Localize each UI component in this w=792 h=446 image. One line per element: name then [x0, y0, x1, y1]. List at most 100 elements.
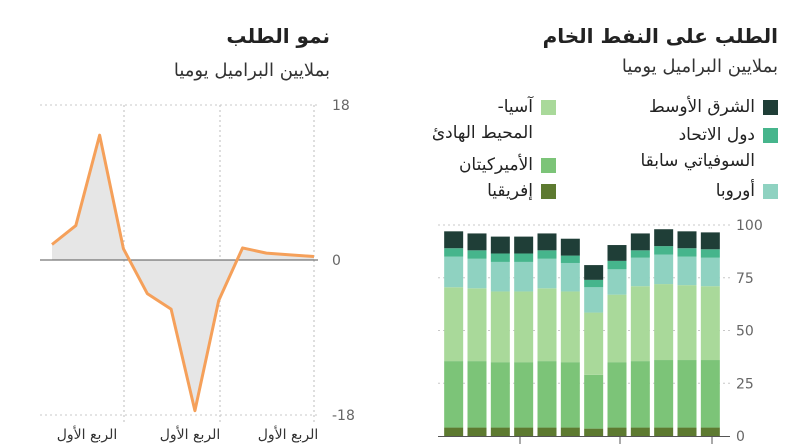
bar-segment-americas	[630, 361, 650, 428]
bar-segment-asia-pacific	[700, 286, 720, 361]
bar-segment-africa	[630, 427, 650, 436]
legend-item-former-ussr: دول الاتحاد السوفياتي سابقا	[640, 122, 778, 174]
legend-swatch	[541, 183, 556, 199]
bar-segment-europe	[584, 287, 604, 313]
bar-segment-europe	[444, 256, 464, 288]
bar-segment-asia-pacific	[630, 286, 650, 362]
bar-segment-europe	[537, 258, 557, 289]
bar-segment-africa	[490, 427, 510, 436]
bar-segment-middle-east	[467, 233, 487, 251]
bar-segment-africa	[514, 427, 534, 436]
legend-swatch	[763, 99, 778, 115]
legend-item-middle-east: الشرق الأوسط	[649, 94, 778, 120]
bar-segment-africa	[444, 427, 464, 436]
bar-segment-former-ussr	[677, 248, 697, 257]
bar-segment-asia-pacific	[444, 287, 464, 362]
bar-segment-former-ussr	[560, 255, 580, 263]
legend-label: أوروبا	[715, 181, 755, 201]
bar-segment-middle-east	[654, 229, 674, 247]
bar-segment-middle-east	[514, 236, 534, 254]
legend-item-africa: إفريقيا	[487, 178, 556, 204]
bar-segment-americas	[490, 362, 510, 428]
legend-label: الأميركيتان	[458, 155, 533, 175]
bar-segment-former-ussr	[467, 250, 487, 259]
bar-segment-middle-east	[677, 231, 697, 249]
bar-segment-europe	[677, 256, 697, 286]
bar-segment-former-ussr	[514, 253, 534, 262]
bar-segment-europe	[700, 257, 720, 287]
growth-chart: 18 0 -18 الربع الأول الربع الأول الربع الأول	[40, 98, 355, 443]
bar-segment-americas	[584, 374, 604, 429]
demand-ytick-label: 100	[736, 218, 763, 234]
bar-segment-asia-pacific	[677, 285, 697, 361]
legend-label: دول الاتحاد السوفياتي سابقا	[640, 125, 755, 171]
growth-ytick-label: 0	[332, 253, 341, 269]
bar-segment-europe	[630, 257, 650, 287]
bar-segment-americas	[700, 360, 720, 428]
bar-segment-europe	[560, 262, 580, 292]
bar-segment-africa	[677, 427, 697, 436]
bar-segment-middle-east	[537, 233, 557, 251]
demand-chart: 100 75 50 25 0	[438, 218, 763, 445]
legend-swatch	[541, 99, 556, 115]
bar-segment-former-ussr	[490, 253, 510, 262]
bar-segment-americas	[677, 360, 697, 428]
bar-segment-africa	[654, 427, 674, 436]
legend-swatch	[763, 127, 778, 143]
growth-chart-subtitle: بملايين البراميل يوميا	[173, 60, 330, 81]
bar-segment-middle-east	[630, 233, 650, 251]
legend-item-asia-pacific: آسيا- المحيط الهادئ	[432, 94, 556, 146]
growth-series-line	[51, 133, 315, 413]
growth-xtick-label: الربع الأول	[258, 425, 318, 443]
legend-swatch	[541, 157, 556, 173]
bar-segment-former-ussr	[654, 246, 674, 255]
legend-label: آسيا- المحيط الهادئ	[431, 97, 533, 143]
bar-segment-africa	[537, 427, 557, 436]
bar-segment-europe	[654, 254, 674, 285]
bar-segment-africa	[700, 427, 720, 436]
demand-ytick-label: 0	[736, 429, 745, 445]
bar-segment-former-ussr	[607, 260, 627, 270]
growth-chart-title: نمو الطلب	[226, 24, 330, 48]
bar-segment-asia-pacific	[490, 291, 510, 363]
bar-segment-asia-pacific	[467, 288, 487, 362]
bar-segment-americas	[560, 362, 580, 428]
bar-segment-asia-pacific	[537, 288, 557, 362]
legend-swatch	[763, 183, 778, 199]
bar-segment-europe	[490, 261, 510, 292]
bar-segment-middle-east	[490, 236, 510, 254]
bar-segment-americas	[537, 361, 557, 428]
legend-label: الشرق الأوسط	[648, 97, 755, 117]
bar-segment-americas	[654, 360, 674, 428]
bar-segment-europe	[467, 258, 487, 289]
bar-segment-asia-pacific	[560, 291, 580, 363]
growth-area	[52, 135, 314, 411]
growth-ytick-label: 18	[332, 98, 350, 114]
bar-segment-former-ussr	[700, 249, 720, 258]
bar-segment-americas	[467, 361, 487, 428]
bar-segment-former-ussr	[444, 248, 464, 257]
bar-segment-asia-pacific	[607, 294, 627, 363]
growth-ytick-label: -18	[332, 408, 355, 424]
growth-xtick-label: الربع الأول	[160, 425, 220, 443]
bar-segment-africa	[467, 427, 487, 436]
bar-segment-americas	[514, 362, 534, 428]
bar-segment-europe	[514, 261, 534, 292]
demand-chart-subtitle: بملايين البراميل يوميا	[621, 56, 778, 77]
bar-segment-former-ussr	[537, 250, 557, 259]
bar-segment-middle-east	[560, 238, 580, 256]
demand-ytick-label: 50	[736, 324, 754, 340]
bar-segment-asia-pacific	[514, 291, 534, 363]
bar-segment-middle-east	[584, 265, 604, 280]
bar-segment-africa	[560, 427, 580, 436]
bar-segment-former-ussr	[630, 250, 650, 258]
bar-segment-asia-pacific	[654, 284, 674, 361]
bar-segment-former-ussr	[584, 279, 604, 288]
legend-item-europe: أوروبا	[716, 178, 778, 204]
bar-segment-africa	[607, 427, 627, 436]
growth-xtick-label: الربع الأول	[57, 425, 117, 443]
bar-segment-europe	[607, 269, 627, 295]
bar-segment-middle-east	[607, 245, 627, 261]
bar-segment-africa	[584, 428, 604, 436]
demand-ytick-label: 75	[736, 271, 754, 287]
